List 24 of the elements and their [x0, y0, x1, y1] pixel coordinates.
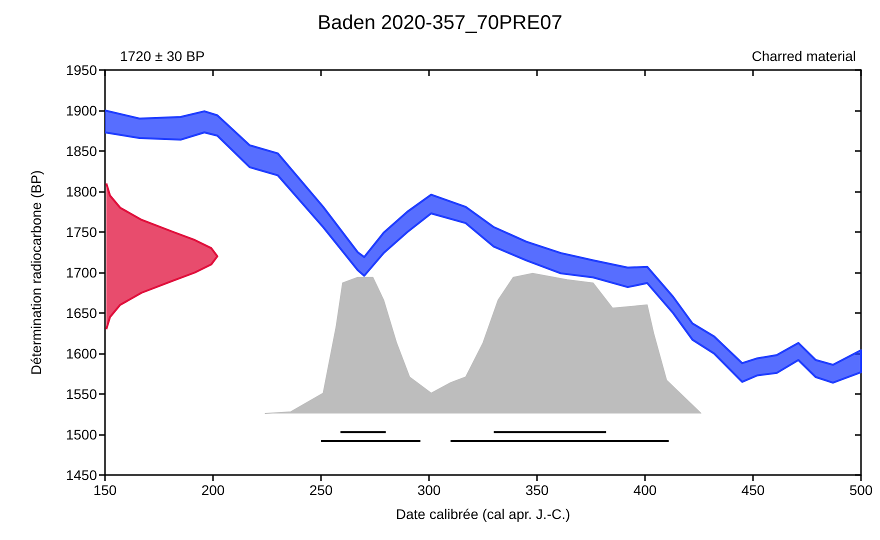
y-tick-label: 1500	[66, 426, 98, 442]
y-tick-label: 1700	[66, 264, 98, 280]
y-tick-label: 1650	[66, 305, 98, 321]
y-tick-label: 1600	[66, 346, 98, 362]
y-tick-label: 1750	[66, 224, 98, 240]
y-tick-label: 1800	[66, 184, 98, 200]
text: 1720 ± 30 BP	[120, 48, 205, 64]
y-tick-label: 1550	[66, 386, 98, 402]
text: Charred material	[752, 48, 856, 64]
x-axis-title: Date calibrée (cal apr. J.-C.)	[396, 506, 570, 522]
chart-title: Baden 2020-357_70PRE07	[318, 12, 562, 34]
x-tick-label: 150	[93, 482, 117, 498]
y-tick-label: 1950	[66, 62, 98, 78]
y-tick-label: 1900	[66, 102, 98, 118]
x-tick-label: 250	[309, 482, 333, 498]
x-tick-label: 350	[525, 482, 549, 498]
y-axis-title: Détermination radiocarbone (BP)	[28, 170, 44, 375]
x-tick-label: 300	[417, 482, 441, 498]
x-tick-label: 500	[849, 482, 873, 498]
x-tick-label: 200	[201, 482, 225, 498]
x-tick-label: 400	[633, 482, 657, 498]
x-tick-label: 450	[741, 482, 765, 498]
y-tick-label: 1850	[66, 143, 98, 159]
y-tick-label: 1450	[66, 467, 98, 483]
